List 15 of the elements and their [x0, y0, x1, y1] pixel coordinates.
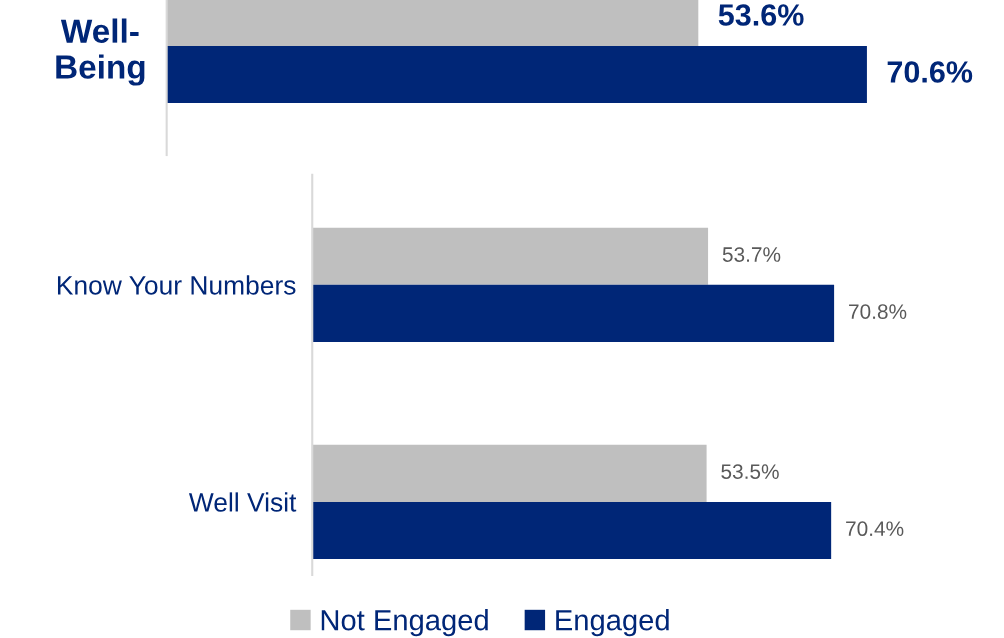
data-label: 70.8% [849, 304, 907, 319]
legend-label: Not Engaged [321, 609, 488, 637]
legend-label: Engaged [556, 609, 669, 637]
data-label: 70.6% [887, 61, 973, 83]
bar [312, 501, 832, 559]
y-tick-label: Well-Being [56, 18, 145, 86]
y-tick-label: Well Visit [188, 492, 297, 512]
data-label: 53.6% [718, 4, 804, 26]
y-tick-label: Know Your Numbers [57, 275, 296, 295]
data-label: 53.5% [721, 464, 779, 479]
bar [312, 444, 707, 502]
bar [312, 284, 835, 342]
data-label: 53.7% [722, 247, 781, 262]
bar [312, 227, 709, 285]
data-label: 70.4% [846, 521, 904, 537]
